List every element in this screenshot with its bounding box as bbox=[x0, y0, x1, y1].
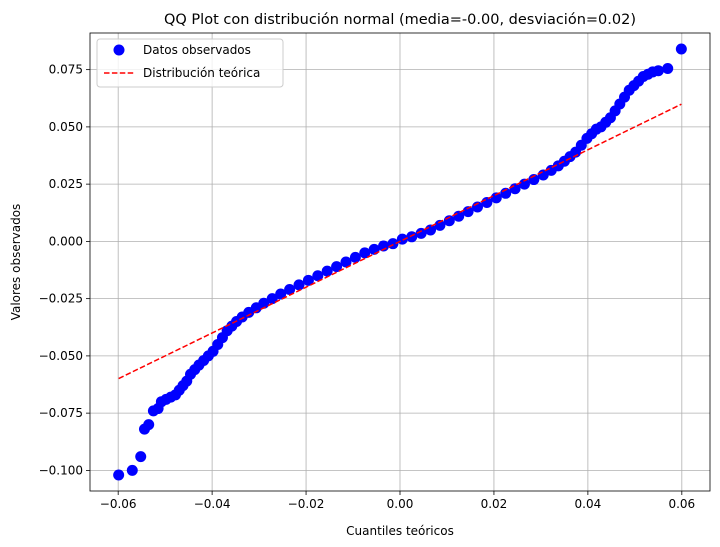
y-tick-label: 0.075 bbox=[49, 63, 83, 77]
y-tick-label: −0.075 bbox=[39, 406, 83, 420]
data-point-observed bbox=[113, 469, 125, 481]
y-tick-label: 0.025 bbox=[49, 177, 83, 191]
data-point-observed bbox=[284, 283, 296, 295]
data-point-observed bbox=[312, 270, 324, 282]
x-tick-label: −0.06 bbox=[100, 497, 137, 511]
legend-label-observed: Datos observados bbox=[143, 43, 251, 57]
y-tick-label: −0.100 bbox=[39, 463, 83, 477]
data-point-observed bbox=[481, 196, 493, 208]
data-point-observed bbox=[490, 192, 502, 204]
data-point-observed bbox=[126, 464, 138, 476]
data-point-observed bbox=[331, 261, 343, 273]
data-point-observed bbox=[652, 65, 664, 77]
y-axis-label: Valores observados bbox=[9, 204, 23, 321]
data-point-observed bbox=[135, 451, 147, 463]
plot-frame bbox=[89, 32, 711, 492]
theoretical-line bbox=[118, 103, 682, 380]
legend-marker-observed bbox=[113, 44, 125, 56]
data-point-observed bbox=[302, 274, 314, 286]
data-point-observed bbox=[675, 43, 687, 55]
legend-box bbox=[96, 38, 284, 88]
x-tick-label: 0.00 bbox=[387, 497, 414, 511]
y-tick-label: 0.050 bbox=[49, 120, 83, 134]
chart-title: QQ Plot con distribución normal (media=-… bbox=[164, 12, 636, 28]
data-point-observed bbox=[321, 265, 333, 277]
data-point-observed bbox=[509, 183, 521, 195]
legend-label-theoretical: Distribución teórica bbox=[143, 66, 260, 80]
data-point-observed bbox=[434, 219, 446, 231]
x-tick-label: 0.04 bbox=[575, 497, 602, 511]
data-point-observed bbox=[415, 227, 427, 239]
data-point-observed bbox=[462, 206, 474, 218]
data-point-observed bbox=[406, 231, 418, 243]
y-tick-label: −0.050 bbox=[39, 349, 83, 363]
x-tick-label: 0.02 bbox=[481, 497, 508, 511]
data-point-observed bbox=[359, 247, 371, 259]
x-tick-label: −0.04 bbox=[194, 497, 231, 511]
data-point-observed bbox=[266, 293, 278, 305]
y-tick-label: 0.000 bbox=[49, 234, 83, 248]
data-point-observed bbox=[275, 288, 287, 300]
x-tick-label: 0.06 bbox=[668, 497, 695, 511]
data-point-observed bbox=[340, 256, 352, 268]
data-point-observed bbox=[425, 224, 437, 236]
x-axis-label: Cuantiles teóricos bbox=[346, 524, 454, 538]
data-point-observed bbox=[293, 279, 305, 291]
legend: Datos observados Distribución teórica bbox=[96, 38, 284, 88]
data-point-observed bbox=[143, 419, 155, 431]
data-point-observed bbox=[662, 62, 674, 74]
data-point-observed bbox=[349, 251, 361, 263]
series-layer bbox=[113, 43, 687, 481]
data-point-observed bbox=[518, 178, 530, 190]
y-tick-label: −0.025 bbox=[39, 292, 83, 306]
data-point-observed bbox=[453, 210, 465, 222]
tick-layer: −0.06 −0.04 −0.02 0.00 0.02 0.04 0.06 −0.100 −0.… bbox=[39, 63, 696, 511]
data-point-observed bbox=[258, 297, 270, 309]
x-tick-label: −0.02 bbox=[288, 497, 325, 511]
